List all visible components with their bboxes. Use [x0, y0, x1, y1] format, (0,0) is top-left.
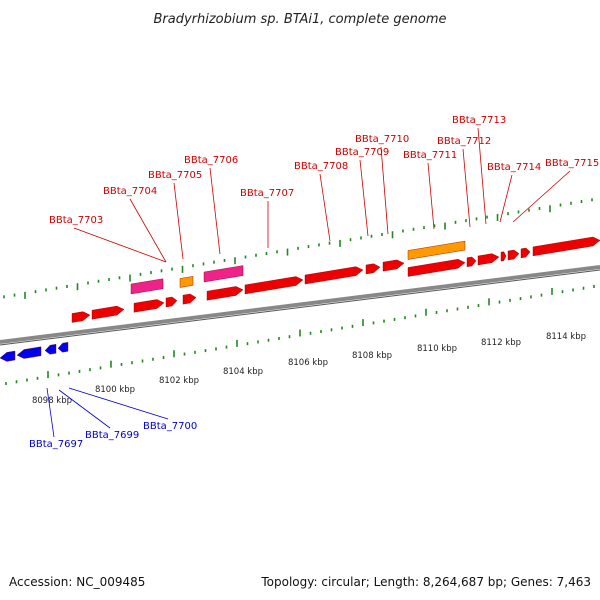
- label-leader: [58, 389, 111, 429]
- label-leader: [319, 173, 331, 242]
- trna-feature: [179, 276, 194, 288]
- cds-forward: [71, 311, 91, 323]
- gene-label: BBta_7704: [103, 186, 157, 197]
- gene-label: BBta_7714: [487, 162, 541, 173]
- cds-forward: [133, 299, 165, 313]
- feature-track: [0, 236, 600, 362]
- gene-label: BBta_7703: [49, 215, 103, 226]
- label-leader: [380, 146, 389, 235]
- ruler-label: 8098 kbp: [32, 396, 72, 406]
- label-leader: [209, 167, 221, 255]
- gene-label: BBta_7699: [85, 430, 139, 441]
- gene-label: BBta_7715: [545, 158, 599, 169]
- label-leader: [477, 127, 487, 225]
- map-title: Bradyrhizobium sp. BTAi1, complete genom…: [153, 12, 446, 27]
- label-leader: [68, 387, 169, 420]
- label-leader: [46, 387, 55, 438]
- rrna-feature: [203, 265, 244, 283]
- gene-label: BBta_7706: [184, 155, 238, 166]
- cds-forward: [165, 296, 178, 308]
- cds-forward: [466, 256, 477, 268]
- cds-forward: [382, 259, 405, 272]
- gene-labels: BBta_7703 BBta_7704 BBta_7705 BBta_7706 BBta…: [29, 115, 599, 450]
- ruler-label: 8106 kbp: [288, 358, 328, 368]
- ruler-label: 8112 kbp: [481, 338, 521, 348]
- gene-label: BBta_7713: [452, 115, 506, 126]
- gene-label: BBta_7711: [403, 150, 457, 161]
- ruler-label: 8114 kbp: [546, 332, 586, 342]
- backbone-edge: [0, 269, 600, 346]
- ruler-label: 8102 kbp: [159, 376, 199, 386]
- ruler-label: 8104 kbp: [223, 367, 263, 377]
- cds-forward: [520, 247, 531, 259]
- cds-forward: [91, 305, 125, 320]
- ruler-label: 8108 kbp: [352, 351, 392, 361]
- inner-tick-track: [5, 284, 595, 386]
- gene-label: BBta_7712: [437, 136, 491, 147]
- rrna-feature: [130, 278, 164, 295]
- cds-reverse: [44, 344, 57, 355]
- label-leader: [73, 227, 167, 263]
- gene-label-leaders: [46, 127, 571, 438]
- cds-forward: [500, 251, 507, 262]
- cds-forward: [477, 253, 500, 266]
- gene-label: BBta_7705: [148, 170, 202, 181]
- kbp-ruler: 8098 kbp 8100 kbp 8102 kbp 8104 kbp 8106 kbp…: [32, 332, 586, 406]
- backbone-line: [0, 265, 600, 344]
- cds-forward: [304, 266, 364, 285]
- ruler-label: 8100 kbp: [95, 385, 135, 395]
- cds-forward: [507, 249, 520, 261]
- label-leader: [462, 148, 471, 228]
- label-leader: [499, 174, 513, 223]
- label-leader: [129, 198, 167, 263]
- topology-text: Topology: circular; Length: 8,264,687 bp…: [261, 575, 591, 589]
- cds-forward: [244, 276, 304, 295]
- cds-forward: [407, 259, 466, 277]
- genome-backbone: [0, 265, 600, 346]
- cds-forward: [182, 293, 197, 305]
- cds-reverse: [57, 342, 69, 353]
- gene-label: BBta_7710: [355, 134, 409, 145]
- outer-tick-track: [3, 198, 593, 299]
- gene-label: BBta_7697: [29, 439, 83, 450]
- label-leader: [359, 159, 369, 237]
- label-leader: [512, 170, 571, 223]
- gene-label: BBta_7700: [143, 421, 197, 432]
- label-leader: [427, 162, 435, 230]
- label-leader: [173, 182, 184, 260]
- cds-reverse: [16, 346, 42, 359]
- gene-label: BBta_7709: [335, 147, 389, 158]
- cds-reverse: [0, 350, 16, 362]
- trna-feature: [407, 240, 466, 260]
- cds-forward: [365, 263, 381, 275]
- gene-label: BBta_7708: [294, 161, 348, 172]
- cds-forward: [532, 236, 600, 257]
- cds-forward: [206, 286, 244, 301]
- gene-label: BBta_7707: [240, 188, 294, 199]
- ruler-label: 8110 kbp: [417, 344, 457, 354]
- accession-text: Accession: NC_009485: [9, 575, 146, 589]
